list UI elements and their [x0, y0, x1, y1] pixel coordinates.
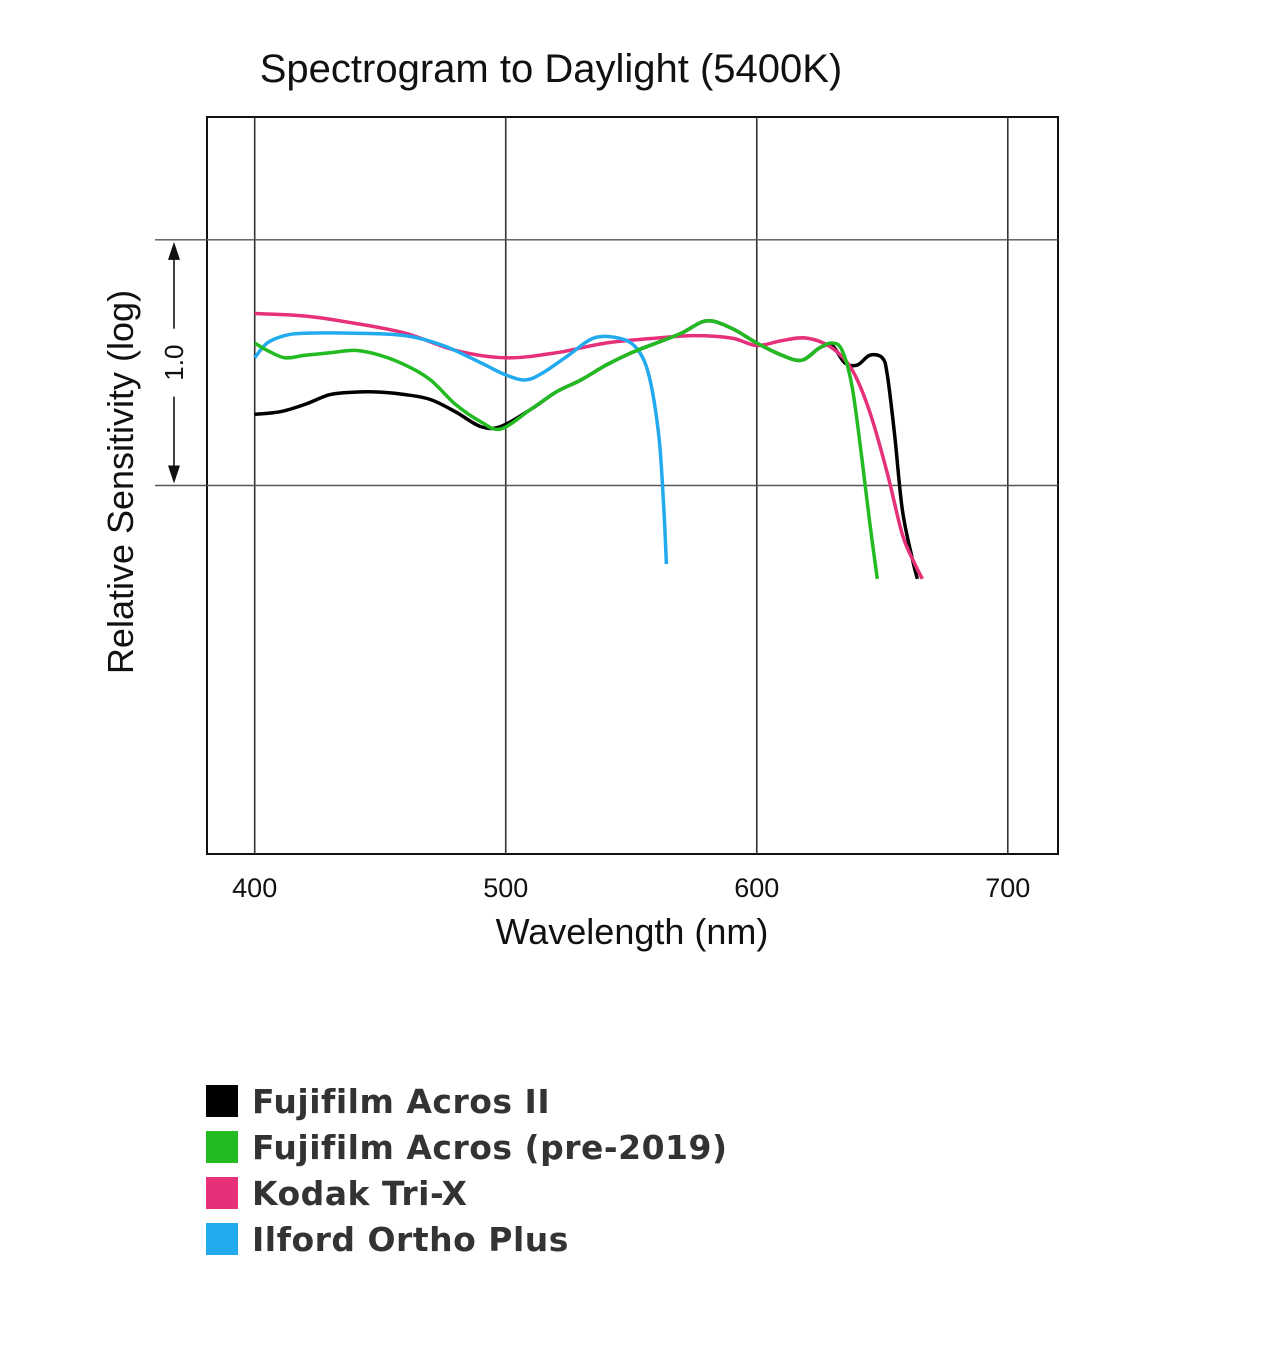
legend-swatch: [206, 1085, 238, 1117]
range-label: 1.0: [159, 345, 189, 381]
series-line-ilford-ortho-plus: [253, 331, 669, 565]
legend-item-ilford-ortho-plus: Ilford Ortho Plus: [206, 1216, 728, 1262]
range-annotation: 1.0: [159, 241, 189, 484]
x-axis-label: Wavelength (nm): [496, 911, 769, 952]
arrow-down-icon: [168, 465, 180, 484]
x-tick-label-600: 600: [734, 873, 779, 903]
legend-label: Fujifilm Acros (pre-2019): [252, 1127, 728, 1167]
x-tick-label-400: 400: [232, 873, 277, 903]
legend-swatch: [206, 1131, 238, 1163]
legend-item-fujifilm-acros-pre-2019: Fujifilm Acros (pre-2019): [206, 1124, 728, 1170]
series-group: [253, 311, 924, 580]
series-line-fujifilm-acros-pre-2019: [253, 319, 880, 580]
chart-title: Spectrogram to Daylight (5400K): [260, 47, 843, 91]
legend-item-kodak-tri-x: Kodak Tri-X: [206, 1170, 728, 1216]
grid: [155, 117, 1058, 854]
x-tick-label-500: 500: [483, 873, 528, 903]
series-line-fujifilm-acros-ii: [254, 319, 920, 580]
legend-label: Fujifilm Acros II: [252, 1081, 551, 1121]
legend-item-fujifilm-acros-ii: Fujifilm Acros II: [206, 1078, 728, 1124]
x-tick-label-700: 700: [985, 873, 1030, 903]
y-axis-label: Relative Sensitivity (log): [100, 290, 141, 674]
legend-swatch: [206, 1223, 238, 1255]
series-line-kodak-tri-x: [254, 311, 924, 580]
legend-label: Kodak Tri-X: [252, 1173, 468, 1213]
legend: Fujifilm Acros II Fujifilm Acros (pre-201…: [206, 1078, 728, 1262]
legend-swatch: [206, 1177, 238, 1209]
x-axis-ticks: 400 500 600 700: [232, 873, 1030, 903]
legend-label: Ilford Ortho Plus: [252, 1219, 569, 1259]
arrow-up-icon: [168, 241, 180, 260]
